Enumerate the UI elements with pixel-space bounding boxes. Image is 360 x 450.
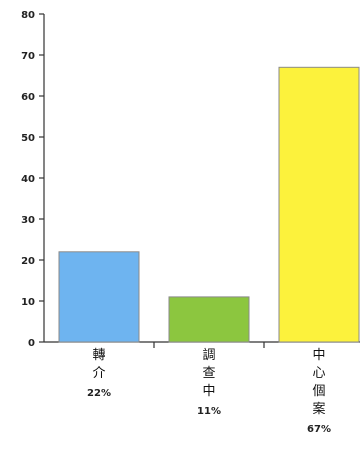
percent-label: 67%	[307, 424, 331, 435]
category-label-char: 中	[312, 348, 325, 363]
category-label-char: 個	[312, 384, 325, 399]
bar	[168, 296, 250, 343]
category-label-char: 心	[312, 366, 325, 381]
category-label-char: 調	[202, 348, 215, 363]
percent-label: 22%	[87, 388, 111, 399]
y-tick-label: 10	[21, 297, 35, 308]
y-tick-label: 60	[21, 92, 35, 103]
y-tick-label: 70	[21, 51, 35, 62]
percent-label: 11%	[197, 406, 221, 417]
y-tick-label: 80	[21, 10, 35, 21]
y-tick-label: 20	[21, 256, 35, 267]
bar	[278, 66, 360, 343]
bars	[58, 66, 360, 343]
category-label-char: 中	[202, 384, 215, 399]
category-label-char: 介	[92, 366, 105, 381]
y-tick-label: 40	[21, 174, 35, 185]
category-label-char: 轉	[92, 348, 105, 363]
bar	[58, 251, 140, 343]
category-label-char: 查	[202, 366, 215, 381]
y-tick-label: 0	[28, 338, 35, 349]
category-label-char: 案	[312, 402, 325, 417]
y-tick-label: 30	[21, 215, 35, 226]
y-tick-label: 50	[21, 133, 35, 144]
y-axis: 0 10 20 30 40 50 60 70 80	[21, 10, 45, 349]
